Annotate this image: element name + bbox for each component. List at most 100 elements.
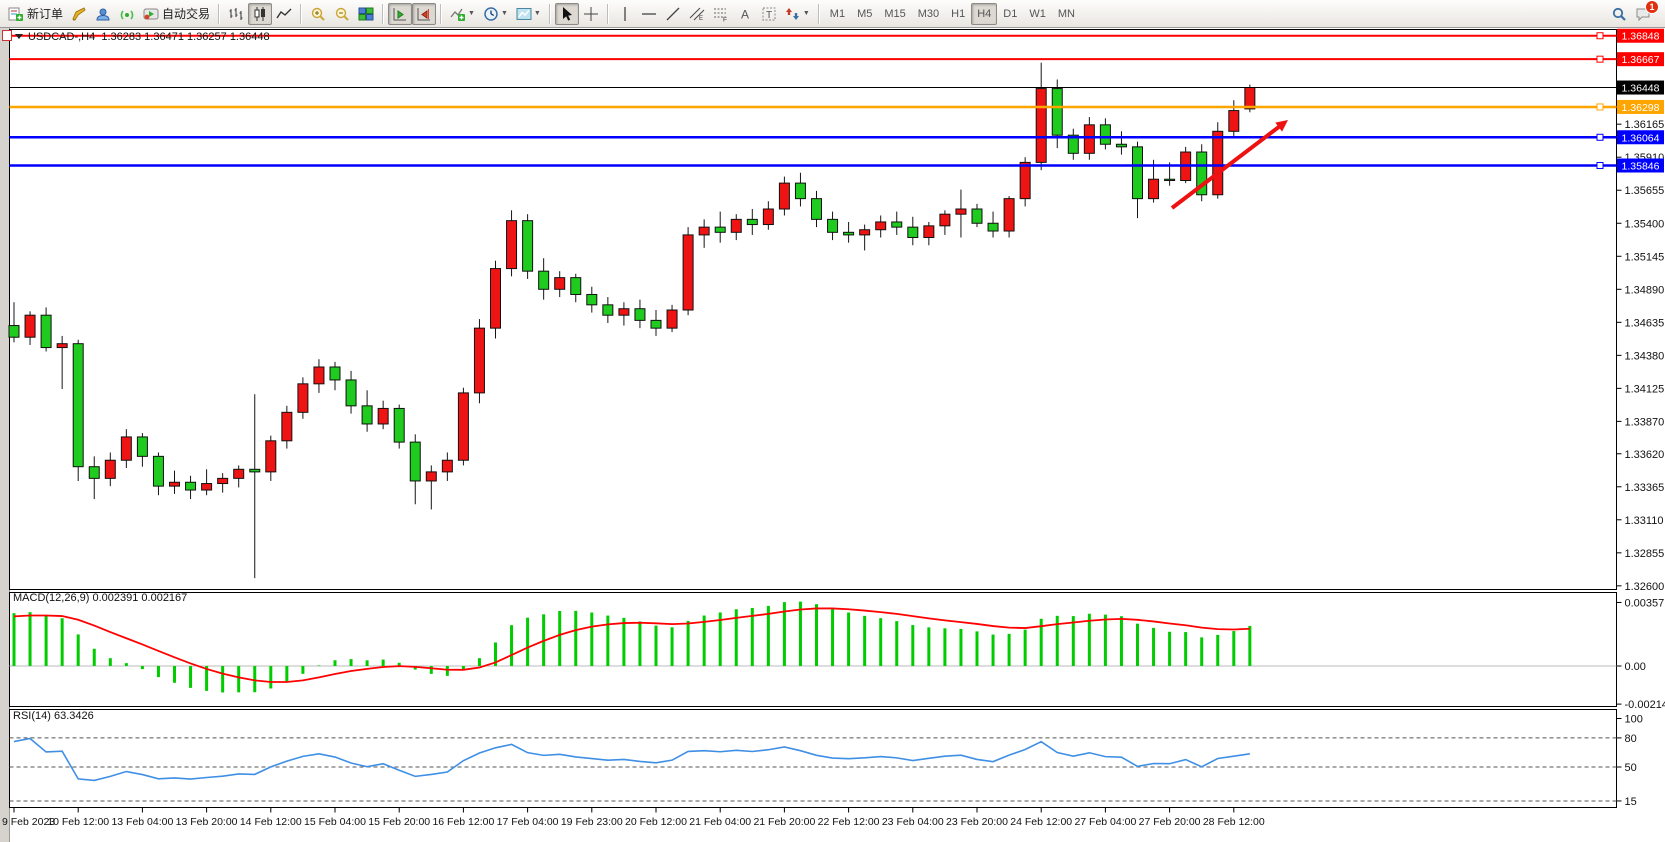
indicators-button[interactable]: ▼ — [446, 3, 479, 25]
arrows-button[interactable]: ▼ — [781, 3, 814, 25]
arrows-icon — [785, 7, 799, 20]
trend-arrow-head[interactable] — [1275, 120, 1288, 132]
bullish-candle — [217, 477, 229, 485]
date-axis-label: 15 Feb 20:00 — [368, 816, 430, 828]
rsi-axis-label: 15 — [1625, 796, 1637, 808]
price-badge-label: 1.36667 — [1622, 54, 1660, 66]
bearish-candle — [811, 198, 822, 220]
bearish-candle — [714, 226, 726, 233]
search-button[interactable] — [1607, 3, 1631, 25]
price-line-handle[interactable] — [1596, 55, 1604, 63]
notifications-button[interactable]: 1 — [1631, 0, 1659, 25]
vertical-line-button[interactable] — [613, 3, 637, 25]
bullish-candle — [682, 234, 694, 311]
auto-scroll-button[interactable] — [388, 2, 413, 25]
macd-axis-label: 0.00357 — [1625, 597, 1665, 609]
toolbar-separator — [300, 3, 303, 24]
bearish-candle — [971, 208, 983, 224]
date-axis-label: 23 Feb 20:00 — [946, 816, 1008, 828]
tile-windows-button[interactable] — [354, 3, 378, 25]
price-line-handle[interactable] — [1596, 103, 1604, 111]
timeframe-button-w1[interactable]: W1 — [1029, 7, 1046, 20]
fibonacci-icon: F — [713, 8, 727, 22]
zoom-out-button[interactable] — [330, 3, 354, 25]
zoom-in-button[interactable] — [306, 3, 330, 25]
price-axis-label: 1.34635 — [1625, 317, 1665, 329]
search-icon — [1612, 7, 1626, 21]
bearish-candle — [1099, 124, 1111, 145]
toolbar-separator — [382, 3, 385, 24]
metaeditor-button[interactable] — [67, 3, 91, 25]
price-badge-label: 1.36848 — [1622, 31, 1660, 43]
bullish-candle — [923, 225, 935, 238]
bearish-candle — [1196, 151, 1208, 196]
price-axis-label: 1.34380 — [1625, 350, 1665, 362]
price-axis-label: 1.36165 — [1625, 119, 1665, 131]
templates-button[interactable]: ▼ — [512, 3, 545, 25]
svg-text:F: F — [723, 16, 727, 22]
line-chart-button[interactable] — [272, 3, 296, 25]
bearish-candle — [249, 468, 261, 473]
timeframe-button-d1[interactable]: D1 — [1003, 7, 1018, 20]
date-axis-label: 22 Feb 12:00 — [818, 816, 880, 828]
date-axis-label: 19 Feb 23:00 — [561, 816, 623, 828]
autotrading-button[interactable]: 自动交易 — [139, 3, 214, 25]
bar-chart-button[interactable] — [224, 3, 248, 25]
periods-button[interactable]: ▼ — [479, 3, 512, 25]
horizontal-line-button[interactable] — [637, 3, 661, 25]
trend-arrow-line[interactable] — [1170, 123, 1283, 210]
toolbar-separator — [440, 3, 443, 24]
bullish-candle — [473, 327, 485, 394]
bullish-candle — [1244, 87, 1256, 110]
price-badge — [1617, 28, 1664, 43]
price-line-handle[interactable] — [1596, 32, 1604, 40]
text-label-button[interactable]: T — [757, 3, 781, 25]
bearish-candle — [522, 220, 534, 272]
price-axis-label: 1.33620 — [1625, 449, 1665, 461]
title-dropdown-icon[interactable] — [15, 34, 23, 39]
timeframe-button-m1[interactable]: M1 — [829, 7, 846, 20]
bullish-candle — [778, 182, 790, 210]
timeframe-button-m30[interactable]: M30 — [917, 7, 940, 20]
date-axis-label: 16 Feb 12:00 — [432, 816, 494, 828]
one-click-trading-box[interactable] — [2, 30, 12, 41]
cursor-button[interactable] — [554, 2, 579, 25]
macd-signal-line — [13, 607, 1250, 683]
bearish-candle — [794, 182, 806, 200]
community-button[interactable] — [91, 3, 115, 25]
timeframe-button-h4[interactable]: H4 — [971, 2, 998, 25]
price-badge — [1617, 130, 1664, 145]
chart-shift-button[interactable] — [412, 2, 437, 25]
equidistant-channel-button[interactable]: E — [685, 3, 709, 25]
timeframe-button-m15[interactable]: M15 — [884, 7, 906, 20]
price-line-handle[interactable] — [1596, 133, 1604, 141]
text-button[interactable]: A — [733, 3, 757, 25]
date-axis-label: 21 Feb 04:00 — [689, 816, 751, 828]
bullish-candle — [698, 226, 710, 236]
timeframe-button-h1[interactable]: H1 — [951, 7, 966, 20]
price-badge — [1617, 99, 1664, 114]
bullish-candle — [281, 411, 293, 442]
text-a-icon: A — [741, 7, 749, 21]
timeframe-button-m5[interactable]: M5 — [857, 7, 873, 20]
bullish-candle — [1019, 161, 1031, 200]
bearish-candle — [746, 218, 758, 226]
bullish-candle — [762, 208, 774, 226]
signals-button[interactable] — [115, 3, 139, 25]
price-axis-label: 1.35655 — [1625, 185, 1665, 197]
bullish-candle — [955, 208, 967, 215]
crosshair-button[interactable] — [579, 3, 603, 25]
bullish-candle — [56, 343, 68, 349]
price-axis-label: 1.33870 — [1625, 416, 1665, 428]
fibonacci-button[interactable]: F — [709, 3, 733, 25]
price-line-handle[interactable] — [1596, 161, 1604, 169]
trendline-button[interactable] — [661, 3, 685, 25]
svg-text:A: A — [741, 7, 749, 21]
new-order-button[interactable]: 新订单 — [4, 3, 67, 25]
price-axis-label: 1.33110 — [1625, 515, 1664, 527]
candlestick-chart-button[interactable] — [248, 2, 273, 25]
timeframe-button-mn[interactable]: MN — [1057, 7, 1075, 20]
bearish-candle — [136, 436, 148, 457]
